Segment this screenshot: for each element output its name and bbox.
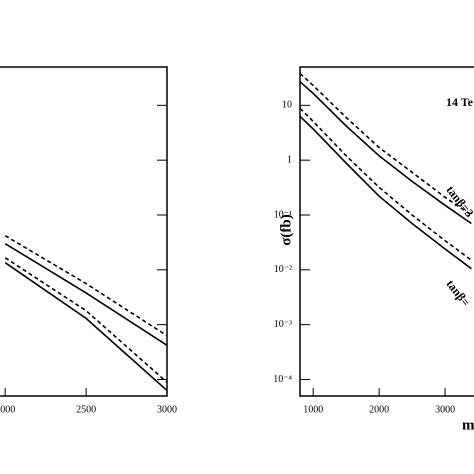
y-tick-label: 10⁻³ — [274, 319, 292, 330]
y-tick-label: 10 — [282, 100, 292, 111]
x-tick-label: 3000 — [435, 404, 455, 415]
x-tick-label: 1000 — [303, 404, 323, 415]
x-tick-label: 2000 — [0, 404, 15, 415]
x-tick-label: 2000 — [369, 404, 389, 415]
y-tick-label: 1 — [287, 154, 292, 165]
y-tick-label: 10⁻¹ — [274, 209, 292, 220]
curve — [299, 72, 472, 216]
curve — [299, 107, 472, 261]
y-tick-label: 10⁻² — [274, 264, 292, 275]
x-tick-label: 3000 — [157, 404, 177, 415]
curve — [4, 262, 168, 392]
y-tick-label: 10⁻⁴ — [273, 374, 292, 385]
x-axis-label: m — [462, 417, 474, 433]
x-tick-label: 2500 — [76, 404, 96, 415]
curve — [4, 235, 168, 337]
plot-frame — [299, 66, 474, 397]
annotation: 14 Te — [446, 95, 474, 109]
y-axis-label: σ(fb) — [278, 214, 294, 246]
curve — [299, 81, 472, 225]
curve — [4, 243, 168, 346]
curve — [4, 257, 168, 383]
annotation: tanβ= — [443, 277, 472, 309]
curve — [299, 115, 472, 270]
plot-frame — [0, 66, 168, 397]
